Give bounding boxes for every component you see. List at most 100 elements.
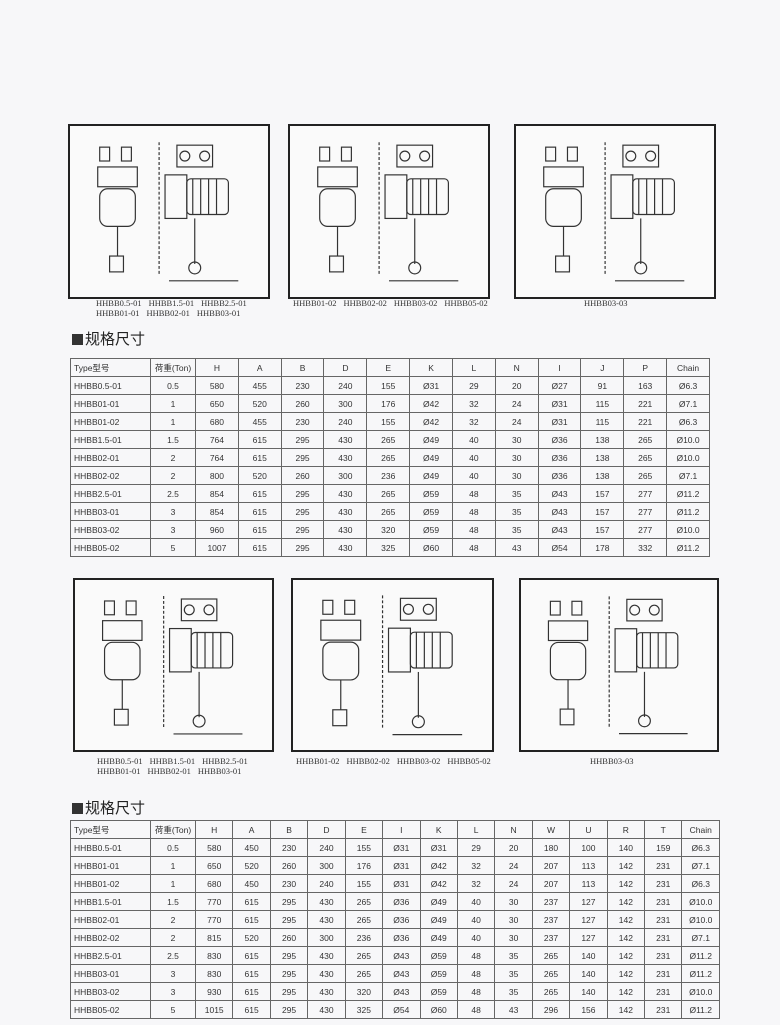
table-row: HHBB0.5-01 0.5 580 450 230 240 155 Ø31 Ø31 29 20 18…: [70, 838, 720, 857]
value-cell: 32: [451, 412, 496, 431]
value-cell: 830: [194, 946, 234, 965]
value-cell: 265: [531, 982, 571, 1001]
value-cell: 615: [237, 520, 282, 539]
value-cell: 430: [323, 538, 368, 557]
value-cell: Ø59: [409, 520, 453, 539]
value-cell: 1: [150, 412, 196, 431]
value-cell: Ø31: [537, 412, 582, 431]
column-header: I: [537, 358, 582, 377]
value-cell: 24: [494, 856, 533, 875]
value-cell: 930: [194, 982, 234, 1001]
value-cell: Ø11.2: [681, 946, 720, 965]
table-row: HHBB1.5-01 1.5 770 615 295 430 265 Ø36 Ø49 40 30 23…: [70, 892, 720, 911]
value-cell: 320: [366, 520, 411, 539]
value-cell: Ø7.1: [666, 394, 710, 413]
value-cell: 830: [194, 964, 234, 983]
model-cell: HHBB1.5-01: [70, 892, 151, 911]
value-cell: 265: [623, 466, 668, 485]
value-cell: 142: [606, 964, 646, 983]
value-cell: 430: [323, 520, 368, 539]
value-cell: 770: [194, 892, 234, 911]
column-header: D: [307, 820, 346, 839]
value-cell: 115: [580, 394, 625, 413]
table-header-row: Type型号 荷重(Ton) H A B D E I K L N W U R T Chain: [70, 820, 720, 839]
table-row: HHBB03-01 3 830 615 295 430 265 Ø43 Ø59 48 35 265 14…: [70, 964, 720, 983]
value-cell: 142: [606, 1000, 646, 1019]
value-cell: Ø43: [382, 982, 421, 1001]
value-cell: Ø6.3: [681, 874, 720, 893]
value-cell: Ø36: [382, 928, 421, 947]
value-cell: Ø10.0: [681, 982, 720, 1001]
column-header: A: [232, 820, 271, 839]
value-cell: Ø27: [537, 376, 582, 395]
value-cell: 295: [280, 520, 325, 539]
value-cell: 138: [580, 430, 625, 449]
value-cell: 40: [451, 466, 496, 485]
table-row: HHBB01-02 1 680 450 230 240 155 Ø31 Ø42 32 24 207 11…: [70, 874, 720, 893]
value-cell: 32: [456, 874, 496, 893]
value-cell: Ø7.1: [681, 856, 720, 875]
value-cell: 142: [606, 892, 646, 911]
hoist-drawing-type-02: [291, 578, 494, 752]
value-cell: 430: [323, 484, 368, 503]
value-cell: 155: [366, 412, 411, 431]
value-cell: 265: [366, 484, 411, 503]
value-cell: 3: [150, 520, 196, 539]
value-cell: 231: [644, 928, 683, 947]
square-bullet-icon: [72, 334, 83, 345]
value-cell: 520: [237, 394, 282, 413]
value-cell: 231: [644, 874, 683, 893]
value-cell: Ø42: [419, 874, 458, 893]
table-row: HHBB03-02 3 930 615 295 430 320 Ø43 Ø59 48 35 265 14…: [70, 982, 720, 1001]
column-header: I: [382, 820, 421, 839]
value-cell: 300: [307, 856, 346, 875]
value-cell: 156: [569, 1000, 608, 1019]
value-cell: 615: [232, 946, 271, 965]
value-cell: 157: [580, 502, 625, 521]
value-cell: 20: [494, 838, 533, 857]
value-cell: 240: [323, 376, 368, 395]
section-heading: 规格尺寸: [72, 797, 145, 818]
value-cell: Ø49: [409, 466, 453, 485]
value-cell: 140: [569, 964, 608, 983]
value-cell: 236: [344, 928, 384, 947]
value-cell: 1007: [195, 538, 239, 557]
value-cell: 237: [531, 892, 571, 911]
value-cell: Ø6.3: [666, 376, 710, 395]
value-cell: 48: [451, 484, 496, 503]
value-cell: Ø10.0: [681, 892, 720, 911]
value-cell: 127: [569, 928, 608, 947]
value-cell: 260: [269, 928, 309, 947]
value-cell: 265: [531, 964, 571, 983]
section-heading: 规格尺寸: [72, 328, 145, 349]
value-cell: 295: [280, 484, 325, 503]
spec-table: Type型号 荷重(Ton) H A B D E I K L N W U R T Chain HHBB0.5-0…: [70, 820, 720, 1019]
value-cell: 295: [269, 982, 309, 1001]
value-cell: Ø54: [382, 1000, 421, 1019]
value-cell: 176: [344, 856, 384, 875]
value-cell: Ø59: [419, 982, 458, 1001]
value-cell: 1: [150, 874, 196, 893]
hoist-drawing-type-03: [514, 124, 716, 299]
value-cell: 295: [269, 892, 309, 911]
value-cell: 764: [195, 448, 239, 467]
value-cell: 230: [269, 838, 309, 857]
value-cell: 295: [280, 430, 325, 449]
value-cell: 3: [150, 982, 196, 1001]
value-cell: 325: [366, 538, 411, 557]
value-cell: 520: [237, 466, 282, 485]
column-header: Type型号: [70, 820, 151, 839]
value-cell: 35: [494, 502, 539, 521]
value-cell: 29: [456, 838, 496, 857]
value-cell: 230: [280, 412, 325, 431]
value-cell: Ø10.0: [666, 520, 710, 539]
value-cell: 854: [195, 502, 239, 521]
model-cell: HHBB05-02: [70, 1000, 151, 1019]
value-cell: Ø31: [409, 376, 453, 395]
value-cell: 35: [494, 964, 533, 983]
value-cell: 300: [307, 928, 346, 947]
value-cell: 277: [623, 502, 668, 521]
value-cell: 430: [307, 1000, 346, 1019]
value-cell: Ø36: [537, 430, 582, 449]
column-header: P: [623, 358, 668, 377]
